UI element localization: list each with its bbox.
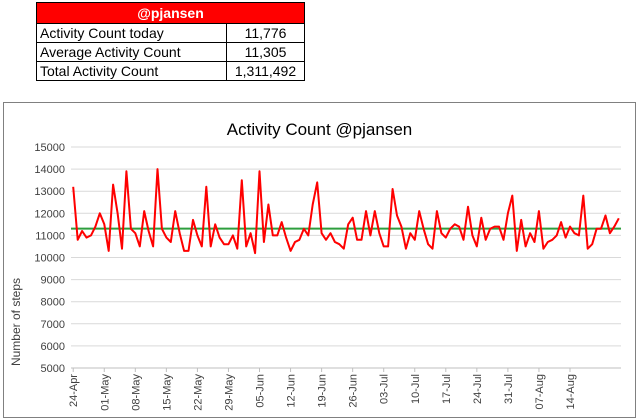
x-tick-label: 19-Jun	[317, 374, 329, 408]
x-tick-label: 03-Jul	[379, 374, 391, 404]
y-tick-label: 11000	[35, 230, 65, 242]
y-tick-label: 13000	[34, 186, 65, 198]
x-tick-label: 12-Jun	[286, 374, 298, 408]
x-tick-label: 29-May	[223, 374, 235, 411]
y-tick-label: 14000	[34, 164, 65, 176]
line-chart: 5000 6000 7000 8000 9000 10000 11000 12000 13000…	[34, 142, 621, 411]
summary-row: Average Activity Count 11,305	[36, 42, 305, 62]
summary-value: 11,776	[226, 23, 305, 43]
summary-value: 11,305	[226, 42, 305, 62]
x-tick-label: 24-Jul	[472, 374, 484, 404]
y-tick-label: 15000	[34, 142, 65, 154]
x-tick-label: 10-Jul	[410, 374, 422, 404]
y-tick-label: 7000	[41, 319, 65, 331]
summary-label: Activity Count today	[36, 23, 227, 43]
x-tick-label: 01-May	[99, 374, 111, 411]
summary-header-row: @pjansen	[36, 2, 305, 24]
activity-series-line	[72, 168, 620, 255]
x-tick-label: 14-Aug	[565, 374, 577, 409]
y-tick-label: 8000	[41, 297, 65, 309]
chart-title: Activity Count @pjansen	[226, 120, 413, 139]
y-tick-label: 12000	[34, 208, 65, 220]
y-tick-label: 9000	[41, 275, 65, 287]
x-tick-label: 17-Jul	[441, 374, 453, 404]
y-tick-label: 6000	[41, 341, 65, 353]
y-tick-label: 5000	[41, 363, 65, 375]
y-tick-label: 10000	[34, 253, 65, 265]
summary-row: Total Activity Count 1,311,492	[36, 61, 305, 81]
x-tick-label: 26-Jun	[348, 374, 360, 408]
summary-header: @pjansen	[36, 2, 305, 24]
summary-value: 1,311,492	[226, 61, 305, 81]
x-tick-label: 15-May	[161, 374, 173, 411]
x-tick-label: 05-Jun	[255, 374, 267, 408]
summary-table: @pjansen Activity Count today 11,776 Ave…	[36, 2, 305, 81]
summary-label: Total Activity Count	[36, 61, 227, 81]
summary-label: Average Activity Count	[36, 42, 227, 62]
x-tick-label: 07-Aug	[534, 374, 546, 409]
x-tick-label: 31-Jul	[503, 374, 515, 404]
x-tick-label: 24-Apr	[68, 374, 80, 407]
x-tick-label: 22-May	[192, 374, 204, 411]
chart-area[interactable]: Activity Count @pjansen Number of steps …	[3, 102, 636, 418]
summary-row: Activity Count today 11,776	[36, 23, 305, 43]
x-tick-label: 08-May	[130, 374, 142, 411]
